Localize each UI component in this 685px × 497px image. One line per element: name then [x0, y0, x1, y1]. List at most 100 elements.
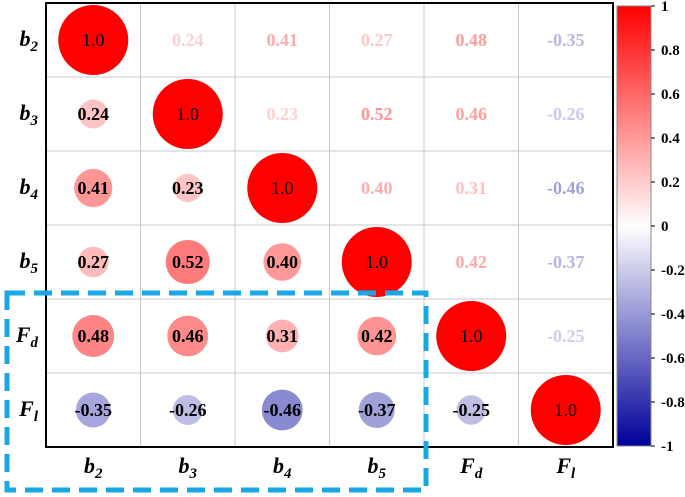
matrix-frame [45, 2, 614, 448]
cell-0-5: -0.35 [547, 30, 585, 50]
cell-value: 0.24 [78, 104, 110, 124]
cell-value: -0.26 [169, 400, 207, 420]
row-label: b4 [20, 174, 39, 203]
cell-value: 0.27 [361, 30, 393, 50]
cell-value: 0.42 [456, 252, 488, 272]
correlation-circle [261, 389, 303, 431]
cell-0-3: 0.27 [361, 30, 393, 50]
cell-0-2: 0.41 [267, 30, 299, 50]
cell-0-1: 0.24 [172, 30, 204, 50]
colorbar-tick-label: -0.8 [661, 395, 685, 411]
cell-2-1: 0.23 [172, 173, 204, 203]
cell-5-4: -0.25 [453, 395, 491, 425]
colorbar: 1 0.8 0.6 0.4 0.2 0 -0.2 -0.4 -0.6 -0.8 -1 [616, 0, 685, 455]
cell-1-4: 0.46 [456, 104, 488, 124]
correlation-circle [58, 5, 129, 75]
axis-labels: b2 b3 b4 b5 Fd Fl b2 b3 b4 b5 Fd Fl [15, 26, 576, 482]
highlight-dashed-box [4, 290, 429, 493]
cell-value: -0.46 [547, 178, 585, 198]
cell-value: 0.27 [78, 252, 110, 272]
correlation-circle [263, 243, 302, 281]
correlation-circle [247, 153, 318, 223]
cell-value: 1.0 [460, 326, 483, 346]
cell-value: 0.48 [456, 30, 488, 50]
correlation-circle [173, 173, 202, 203]
cell-5-0: -0.35 [75, 392, 113, 428]
cell-value: 0.41 [267, 30, 299, 50]
cell-5-2: -0.46 [261, 389, 303, 431]
cell-value: 1.0 [366, 252, 389, 272]
correlation-circle [530, 375, 601, 445]
cell-5-3: -0.37 [358, 392, 396, 428]
cell-value: 0.42 [361, 326, 393, 346]
cell-value: 1.0 [177, 104, 200, 124]
correlation-circle [172, 394, 203, 426]
colorbar-tick-label: -0.2 [661, 263, 685, 279]
cell-1-1: 1.0 [152, 79, 223, 149]
cell-value: -0.37 [358, 400, 396, 420]
colorbar-tick-label: 0.8 [661, 43, 680, 59]
row-label: b2 [20, 26, 39, 55]
correlation-circle [152, 79, 223, 149]
cell-3-0: 0.27 [78, 246, 110, 278]
colorbar-tick-label: 0 [661, 219, 669, 235]
cell-3-2: 0.40 [263, 243, 302, 281]
cell-4-0: 0.48 [72, 315, 115, 357]
cell-value: 0.46 [456, 104, 488, 124]
cell-value: 0.23 [267, 104, 299, 124]
cell-1-3: 0.52 [361, 104, 393, 124]
cell-value: -0.25 [453, 400, 491, 420]
cell-value: 1.0 [271, 178, 294, 198]
cell-1-5: -0.26 [547, 104, 585, 124]
colorbar-tick-label: 0.6 [661, 87, 680, 103]
cell-value: 0.40 [267, 252, 299, 272]
cell-value: -0.37 [547, 252, 585, 272]
colorbar-tick-label: 1 [661, 0, 669, 15]
correlation-circle [75, 392, 111, 428]
cell-4-5: -0.25 [547, 326, 585, 346]
cell-value: 0.46 [172, 326, 204, 346]
cell-value: -0.25 [547, 326, 585, 346]
cell-0-0: 1.0 [58, 5, 129, 75]
cell-value: -0.35 [75, 400, 113, 420]
cell-2-4: 0.31 [456, 178, 488, 198]
cell-value: -0.26 [547, 104, 585, 124]
column-label: Fd [459, 453, 483, 482]
correlation-circle [341, 227, 412, 297]
cell-4-1: 0.46 [167, 315, 209, 357]
cell-value: 0.40 [361, 178, 393, 198]
cell-value: 0.52 [361, 104, 393, 124]
correlation-circle [357, 316, 397, 356]
cell-5-1: -0.26 [169, 394, 207, 426]
cell-value: 1.0 [82, 30, 105, 50]
colorbar-tick-label: 0.2 [661, 175, 680, 191]
cell-4-3: 0.42 [357, 316, 397, 356]
highlight-box [4, 290, 429, 493]
cell-3-1: 0.52 [165, 239, 210, 285]
correlation-circle [165, 239, 210, 285]
cell-value: 0.31 [267, 326, 299, 346]
correlation-circle [456, 395, 486, 425]
matrix-grid [45, 2, 614, 448]
cell-3-5: -0.37 [547, 252, 585, 272]
cell-2-5: -0.46 [547, 178, 585, 198]
column-label: b4 [273, 453, 292, 482]
cell-4-2: 0.31 [265, 319, 299, 353]
correlation-circle [78, 99, 108, 129]
colorbar-tick-label: -1 [661, 439, 674, 455]
cell-5-5: 1.0 [530, 375, 601, 445]
cell-value: 0.52 [172, 252, 204, 272]
row-label: Fd [15, 322, 39, 351]
colorbar-gradient [616, 5, 652, 447]
colorbar-tick-label: -0.6 [661, 351, 685, 367]
cell-2-3: 0.40 [361, 178, 393, 198]
cell-3-4: 0.42 [456, 252, 488, 272]
column-label: b3 [179, 453, 198, 482]
cell-value: -0.35 [547, 30, 585, 50]
cell-1-2: 0.23 [267, 104, 299, 124]
cell-value: -0.46 [264, 400, 302, 420]
row-label: b3 [20, 100, 39, 129]
row-label: b5 [20, 248, 39, 277]
colorbar-tick-label: -0.4 [661, 307, 685, 323]
